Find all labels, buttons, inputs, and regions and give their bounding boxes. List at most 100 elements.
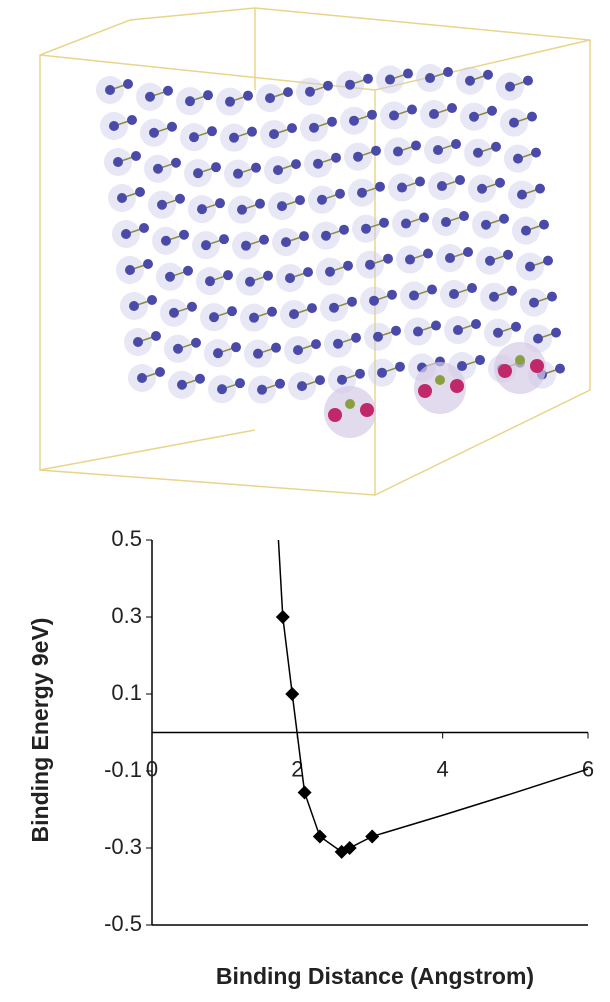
atom	[405, 255, 415, 265]
oxygen	[450, 379, 464, 393]
x-axis-title: Binding Distance (Angstrom)	[216, 963, 534, 989]
atom	[451, 139, 461, 149]
atom	[539, 220, 549, 230]
atom	[477, 184, 487, 194]
atom	[267, 307, 277, 317]
atom	[269, 129, 279, 139]
page: {"chart_data": {"type": "scatter", "x_la…	[0, 0, 610, 1002]
y-tick-label: 0.3	[111, 603, 142, 628]
atom	[263, 271, 273, 281]
atom	[453, 325, 463, 335]
atom	[257, 385, 267, 395]
atom	[227, 306, 237, 316]
atom	[507, 286, 517, 296]
atom	[323, 81, 333, 91]
atom	[521, 226, 531, 236]
figure: Binding Distance (Angstrom) Binding Ener…	[0, 0, 610, 1002]
atom	[233, 169, 243, 179]
atom	[207, 126, 217, 136]
atom	[491, 142, 501, 152]
atom	[213, 348, 223, 358]
oxygen	[360, 403, 374, 417]
atom	[191, 338, 201, 348]
atom	[415, 177, 425, 187]
atom	[447, 103, 457, 113]
atom	[427, 285, 437, 295]
atom	[175, 194, 185, 204]
atom	[273, 165, 283, 175]
atom	[231, 342, 241, 352]
atom	[149, 128, 159, 138]
atom	[493, 328, 503, 338]
atom	[131, 151, 141, 161]
atom	[363, 74, 373, 84]
atom	[397, 183, 407, 193]
atom	[285, 273, 295, 283]
atom	[395, 362, 405, 372]
atom	[391, 326, 401, 336]
atom	[529, 298, 539, 308]
carbon	[435, 375, 445, 385]
atom	[511, 322, 521, 332]
atom	[165, 272, 175, 282]
atom	[383, 254, 393, 264]
atom	[367, 110, 377, 120]
atom	[369, 296, 379, 306]
atom	[349, 116, 359, 126]
atom	[445, 253, 455, 263]
atom	[371, 146, 381, 156]
atom	[555, 364, 565, 374]
atom	[457, 361, 467, 371]
atom	[429, 109, 439, 119]
atom	[459, 211, 469, 221]
atom	[117, 193, 127, 203]
atom	[469, 112, 479, 122]
atom	[351, 333, 361, 343]
atom	[243, 91, 253, 101]
atom	[337, 375, 347, 385]
atom	[365, 260, 375, 270]
atom	[235, 378, 245, 388]
atom	[121, 229, 131, 239]
atom	[321, 231, 331, 241]
atom	[471, 319, 481, 329]
atom	[425, 73, 435, 83]
atom	[339, 225, 349, 235]
atom	[211, 162, 221, 172]
atom	[255, 199, 265, 209]
atom	[295, 195, 305, 205]
atom	[249, 313, 259, 323]
atom	[543, 256, 553, 266]
atom	[129, 301, 139, 311]
atom	[361, 224, 371, 234]
atom	[377, 368, 387, 378]
fit-line	[278, 540, 588, 852]
atom	[449, 289, 459, 299]
atom	[215, 198, 225, 208]
atom	[387, 290, 397, 300]
atom	[203, 90, 213, 100]
chart: Binding Distance (Angstrom) Binding Ener…	[27, 526, 594, 989]
carbon	[345, 399, 355, 409]
y-tick-label: 0.5	[111, 526, 142, 551]
atom	[329, 303, 339, 313]
atom	[303, 267, 313, 277]
atom	[123, 79, 133, 89]
atom	[335, 189, 345, 199]
atom	[523, 76, 533, 86]
atom	[127, 115, 137, 125]
atom	[531, 148, 541, 158]
atom	[503, 250, 513, 260]
atom	[253, 349, 263, 359]
y-tick-label: -0.5	[104, 911, 142, 936]
atom	[441, 217, 451, 227]
atom	[139, 223, 149, 233]
oxygen	[328, 408, 342, 422]
carbon	[515, 355, 525, 365]
atom	[229, 133, 239, 143]
y-tick-label: -0.1	[104, 757, 142, 782]
atom	[325, 267, 335, 277]
atom	[225, 97, 235, 107]
atom	[331, 153, 341, 163]
atom	[527, 112, 537, 122]
